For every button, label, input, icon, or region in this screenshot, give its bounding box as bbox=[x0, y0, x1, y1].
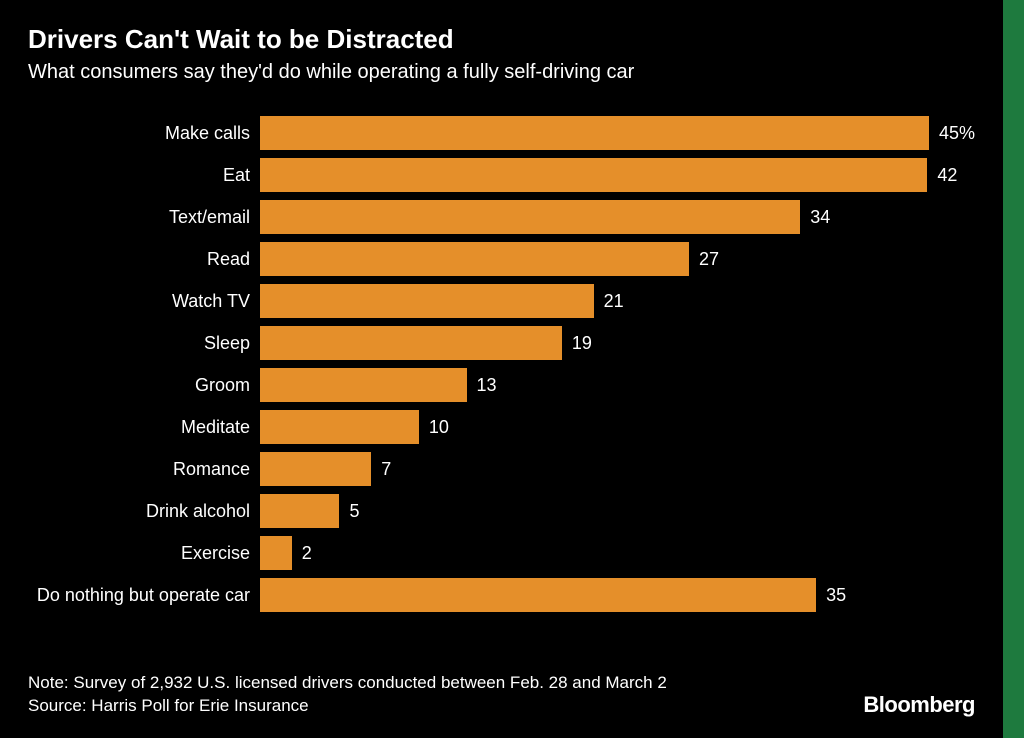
bar-track: 27 bbox=[260, 242, 975, 276]
chart-subtitle: What consumers say they'd do while opera… bbox=[28, 61, 975, 84]
bar-label: Sleep bbox=[28, 333, 260, 354]
bar-label: Exercise bbox=[28, 543, 260, 564]
bar bbox=[260, 116, 929, 150]
chart-row: Sleep 19 bbox=[28, 322, 975, 364]
brand-logo: Bloomberg bbox=[863, 692, 975, 718]
bar-label: Text/email bbox=[28, 207, 260, 228]
bar bbox=[260, 452, 371, 486]
footnotes: Note: Survey of 2,932 U.S. licensed driv… bbox=[28, 672, 667, 718]
bar bbox=[260, 200, 800, 234]
chart-row: Exercise 2 bbox=[28, 532, 975, 574]
bar-track: 45% bbox=[260, 116, 975, 150]
bar bbox=[260, 158, 927, 192]
bar-value: 35 bbox=[816, 585, 846, 606]
chart-row: Do nothing but operate car 35 bbox=[28, 574, 975, 616]
bar-value: 10 bbox=[419, 417, 449, 438]
bar-track: 10 bbox=[260, 410, 975, 444]
chart-row: Make calls 45% bbox=[28, 112, 975, 154]
bar-value: 7 bbox=[371, 459, 391, 480]
bar-value: 13 bbox=[467, 375, 497, 396]
bar-track: 7 bbox=[260, 452, 975, 486]
chart-row: Meditate 10 bbox=[28, 406, 975, 448]
chart-row: Eat 42 bbox=[28, 154, 975, 196]
bar bbox=[260, 368, 467, 402]
bar-value: 45% bbox=[929, 123, 975, 144]
note-text: Note: Survey of 2,932 U.S. licensed driv… bbox=[28, 672, 667, 695]
side-stripe bbox=[1003, 0, 1024, 738]
chart-row: Read 27 bbox=[28, 238, 975, 280]
bar-track: 13 bbox=[260, 368, 975, 402]
bar-label: Groom bbox=[28, 375, 260, 396]
bar-label: Make calls bbox=[28, 123, 260, 144]
bar-value: 2 bbox=[292, 543, 312, 564]
bar-track: 5 bbox=[260, 494, 975, 528]
bar bbox=[260, 536, 292, 570]
bar bbox=[260, 578, 816, 612]
chart-title: Drivers Can't Wait to be Distracted bbox=[28, 24, 975, 55]
chart-card: Drivers Can't Wait to be Distracted What… bbox=[0, 0, 1003, 738]
bar bbox=[260, 494, 339, 528]
bar-value: 42 bbox=[927, 165, 957, 186]
bar bbox=[260, 410, 419, 444]
chart-row: Watch TV 21 bbox=[28, 280, 975, 322]
bar-label: Read bbox=[28, 249, 260, 270]
bar-track: 34 bbox=[260, 200, 975, 234]
chart-row: Groom 13 bbox=[28, 364, 975, 406]
bar bbox=[260, 242, 689, 276]
bar-value: 19 bbox=[562, 333, 592, 354]
chart-row: Text/email 34 bbox=[28, 196, 975, 238]
bar-label: Eat bbox=[28, 165, 260, 186]
source-text: Source: Harris Poll for Erie Insurance bbox=[28, 695, 667, 718]
bar-track: 19 bbox=[260, 326, 975, 360]
bar-chart: Make calls45%Eat42Text/email34Read27Watc… bbox=[28, 112, 975, 654]
chart-row: Romance 7 bbox=[28, 448, 975, 490]
bar-value: 34 bbox=[800, 207, 830, 228]
bar-track: 2 bbox=[260, 536, 975, 570]
bar-track: 35 bbox=[260, 578, 975, 612]
bar-label: Do nothing but operate car bbox=[28, 585, 260, 606]
bar-value: 5 bbox=[339, 501, 359, 522]
bar-label: Meditate bbox=[28, 417, 260, 438]
bar-label: Romance bbox=[28, 459, 260, 480]
bar-value: 21 bbox=[594, 291, 624, 312]
bar-value: 27 bbox=[689, 249, 719, 270]
bar bbox=[260, 326, 562, 360]
bar bbox=[260, 284, 594, 318]
chart-footer: Note: Survey of 2,932 U.S. licensed driv… bbox=[28, 672, 975, 718]
chart-row: Drink alcohol 5 bbox=[28, 490, 975, 532]
bar-track: 42 bbox=[260, 158, 975, 192]
bar-label: Watch TV bbox=[28, 291, 260, 312]
bar-label: Drink alcohol bbox=[28, 501, 260, 522]
bar-track: 21 bbox=[260, 284, 975, 318]
